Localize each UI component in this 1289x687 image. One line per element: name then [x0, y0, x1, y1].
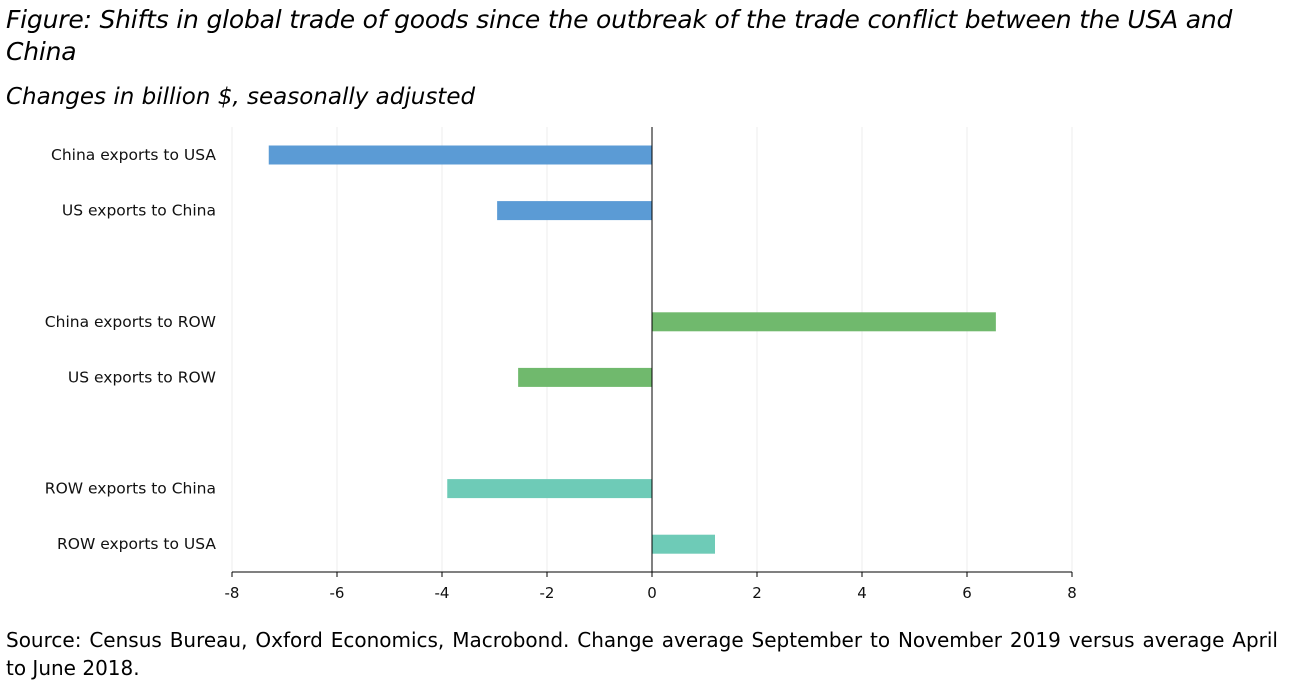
category-labels: China exports to USA US exports to China C… [45, 146, 217, 553]
x-tick-label: -4 [435, 584, 450, 602]
bars [268, 145, 996, 554]
bar-us-exports-to-row [518, 367, 652, 387]
category-label: China exports to ROW [45, 313, 216, 331]
chart-title: Figure: Shifts in global trade of goods … [6, 5, 1233, 66]
category-label: China exports to USA [51, 146, 216, 164]
category-label: US exports to ROW [68, 368, 216, 386]
x-tick-label: 0 [647, 584, 657, 602]
x-tick-label: 2 [752, 584, 762, 602]
x-tick-label: 6 [962, 584, 972, 602]
tick-labels: -8 -6 -4 -2 0 2 4 6 8 [225, 584, 1077, 602]
bar-china-exports-to-row [652, 312, 996, 332]
chart-subtitle: Changes in billion $, seasonally adjuste… [6, 84, 476, 110]
bar-row-exports-to-china [447, 479, 652, 499]
x-tick-label: -8 [225, 584, 240, 602]
x-tick-label: -2 [540, 584, 555, 602]
category-label: ROW exports to USA [57, 535, 216, 553]
x-tick-label: 4 [857, 584, 867, 602]
bar-us-exports-to-china [497, 201, 652, 221]
category-label: ROW exports to China [45, 480, 216, 498]
x-tick-label: 8 [1067, 584, 1077, 602]
axes [231, 127, 1073, 577]
bar-row-exports-to-usa [652, 534, 715, 554]
source-note: Source: Census Bureau, Oxford Economics,… [6, 628, 1278, 680]
category-label: US exports to China [62, 202, 216, 220]
bar-china-exports-to-usa [268, 145, 652, 165]
x-tick-label: -6 [330, 584, 345, 602]
